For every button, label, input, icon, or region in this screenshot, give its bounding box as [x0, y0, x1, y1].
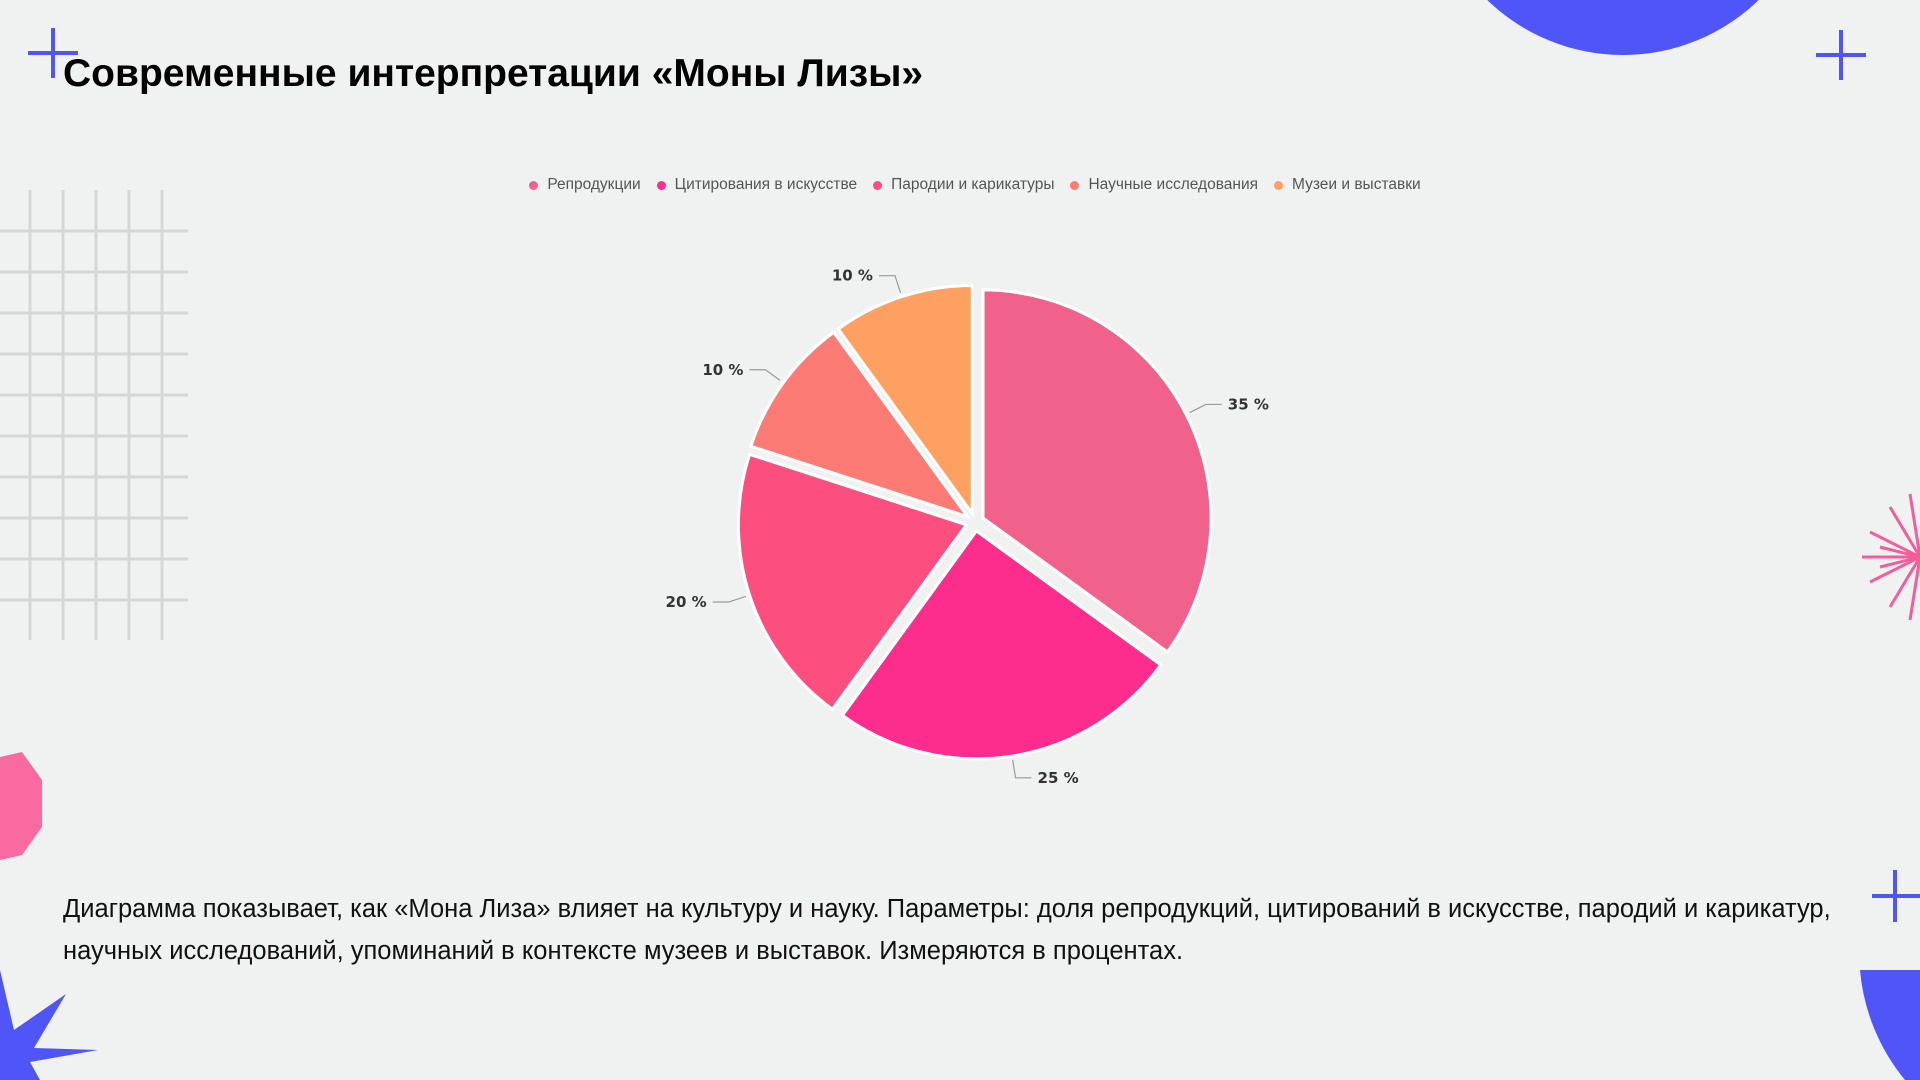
- slice-value-label: 10 %: [832, 267, 873, 285]
- legend-item[interactable]: Научные исследования: [1070, 176, 1258, 194]
- page-title: Современные интерпретации «Моны Лизы»: [63, 52, 924, 95]
- blue-quarter-circle: [1860, 970, 1920, 1080]
- blue-star-shape: [0, 970, 98, 1080]
- chart-legend: Репродукции Цитирования в искусстве Паро…: [0, 176, 1920, 194]
- pie-slice[interactable]: [736, 452, 969, 712]
- slice-value-label: 35 %: [1228, 395, 1269, 413]
- pie-slice[interactable]: [748, 330, 972, 520]
- pink-starburst-shape: [1862, 493, 1920, 621]
- legend-label: Репродукции: [547, 176, 641, 193]
- grid-pattern: [0, 190, 188, 640]
- slice-value-label: 25 %: [1038, 769, 1079, 787]
- legend-dot-icon: [656, 180, 666, 190]
- legend-label: Пародии и карикатуры: [891, 176, 1055, 193]
- pie-slice[interactable]: [840, 528, 1163, 761]
- legend-item[interactable]: Музеи и выставки: [1274, 176, 1421, 194]
- slice-label-leader: [749, 369, 781, 381]
- legend-dot-icon: [529, 180, 539, 190]
- slice-label-leader: [878, 275, 902, 293]
- pink-hexagon-shape: [0, 752, 42, 860]
- legend-label: Цитирования в искусстве: [674, 176, 858, 193]
- pie-slice[interactable]: [981, 288, 1213, 655]
- legend-label: Научные исследования: [1088, 176, 1258, 193]
- plus-icon-right: [1872, 870, 1920, 922]
- legend-dot-icon: [1070, 180, 1080, 190]
- slice-value-label: 10 %: [702, 361, 743, 379]
- slice-value-label: 20 %: [666, 593, 707, 611]
- legend-item[interactable]: Цитирования в искусстве: [656, 176, 858, 194]
- legend-dot-icon: [1274, 180, 1283, 190]
- legend-item[interactable]: Репродукции: [529, 176, 641, 194]
- plus-icon-top-right: [1816, 30, 1866, 80]
- slice-label-leader: [1012, 759, 1032, 779]
- chart-description: Диаграмма показывает, как «Мона Лиза» вл…: [63, 895, 1831, 965]
- legend-label: Музеи и выставки: [1292, 176, 1421, 193]
- pie-slice[interactable]: [836, 283, 974, 519]
- slice-label-leader: [1189, 403, 1222, 414]
- legend-dot-icon: [873, 180, 883, 190]
- slice-label-leader: [712, 595, 746, 603]
- legend-item[interactable]: Пародии и карикатуры: [873, 176, 1054, 194]
- plus-icon-top-left: [28, 28, 78, 78]
